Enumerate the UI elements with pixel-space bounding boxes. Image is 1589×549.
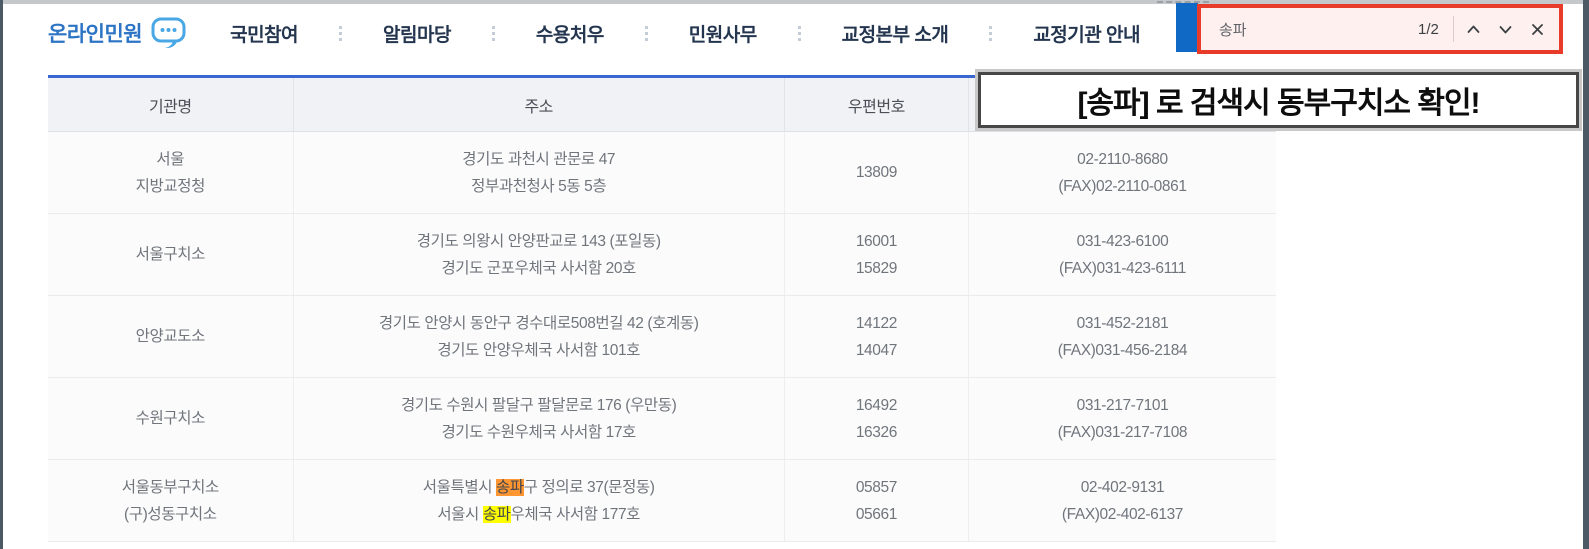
table-row-suwon-detention-center: 수원구치소 경기도 수원시 팔달구 팔달문로 176 (우만동) 경기도 수원우체… bbox=[48, 378, 1276, 460]
window-left-edge bbox=[0, 0, 3, 549]
nav-separator bbox=[989, 25, 993, 41]
phone-numbers: 031-452-2181 (FAX)031-456-2184 bbox=[1057, 314, 1188, 359]
header-address: 주소 bbox=[294, 78, 785, 131]
nav-item-suyong-cheou[interactable]: 수용처우 bbox=[535, 24, 604, 46]
nav-menu: 국민참여 알림마당 수용처우 민원사무 교정본부 소개 교정기관 안내 bbox=[230, 20, 1140, 47]
next-match-button[interactable] bbox=[1489, 11, 1521, 47]
table-row-anyang-prison: 안양교도소 경기도 안양시 동안구 경수대로508번길 42 (호계동) 경기도 … bbox=[48, 296, 1276, 378]
previous-match-button[interactable] bbox=[1458, 11, 1490, 47]
callout-text: [송파] 로 검색시 동부구치소 확인! bbox=[1077, 87, 1480, 120]
nav-separator bbox=[339, 25, 343, 41]
header-postal-code: 우편번호 bbox=[785, 78, 969, 131]
chevron-down-icon bbox=[1498, 22, 1513, 37]
institution-name: 안양교도소 bbox=[48, 296, 294, 377]
institution-name: 서울 지방교정청 bbox=[48, 132, 294, 213]
other-search-match: 송파 bbox=[482, 505, 511, 523]
nav-item-gukmin-chamyeo[interactable]: 국민참여 bbox=[230, 24, 299, 46]
online-minwon-logo[interactable]: 온라인민원 bbox=[48, 16, 188, 50]
phone-numbers: 02-2110-8680 (FAX)02-2110-0861 bbox=[1058, 150, 1187, 195]
institutions-table: 기관명 주소 우편번호 서울 지방교정청 경기도 과천시 관문로 47 정부과천청사… bbox=[48, 75, 1276, 542]
institution-address: 서울특별시 송파구 정의로 37(문정동) 서울시 송파우체국 사서함 177호 bbox=[294, 460, 785, 541]
nav-item-hq-intro[interactable]: 교정본부 소개 bbox=[841, 24, 949, 46]
institution-address: 경기도 과천시 관문로 47 정부과천청사 5동 5층 bbox=[294, 132, 785, 213]
nav-separator bbox=[491, 25, 495, 41]
chevron-up-icon bbox=[1466, 22, 1481, 37]
institution-name: 서울동부구치소 (구)성동구치소 bbox=[48, 460, 294, 541]
postal-codes: 16001 15829 bbox=[785, 214, 969, 295]
match-counter: 1/2 bbox=[1418, 20, 1439, 38]
top-navigation: 온라인민원 국민참여 알림마당 수용처우 민원사무 교정본부 소개 교정기관 안… bbox=[48, 8, 1140, 58]
postal-codes: 05857 05661 bbox=[785, 460, 969, 541]
logo-label: 온라인민원 bbox=[48, 23, 143, 46]
table-row-seoul-dongbu-detention-center: 서울동부구치소 (구)성동구치소 서울특별시 송파구 정의로 37(문정동) 서울… bbox=[48, 460, 1276, 542]
institution-address: 경기도 의왕시 안양판교로 143 (포일동) 경기도 군포우체국 사서함 20호 bbox=[294, 214, 785, 295]
nav-separator bbox=[797, 25, 801, 41]
table-row-seoul-detention-center: 서울구치소 경기도 의왕시 안양판교로 143 (포일동) 경기도 군포우체국 사… bbox=[48, 214, 1276, 296]
institution-name: 서울구치소 bbox=[48, 214, 294, 295]
nav-separator bbox=[644, 25, 648, 41]
phone-numbers: 02-402-9131 (FAX)02-402-6137 bbox=[1061, 478, 1184, 523]
find-bar-divider bbox=[1452, 16, 1454, 42]
header-institution: 기관명 bbox=[48, 78, 294, 131]
blue-button-fragment bbox=[1176, 3, 1198, 52]
close-icon bbox=[1530, 22, 1545, 37]
phone-numbers: 031-217-7101 (FAX)031-217-7108 bbox=[1057, 396, 1188, 441]
window-right-edge bbox=[1583, 0, 1589, 549]
search-tip-callout: [송파] 로 검색시 동부구치소 확인! bbox=[978, 72, 1579, 128]
dashed-marker bbox=[1157, 1, 1209, 3]
table-row-seoul-regional-hq: 서울 지방교정청 경기도 과천시 관문로 47 정부과천청사 5동 5층 13809… bbox=[48, 132, 1276, 214]
nav-item-minwon-samu[interactable]: 민원사무 bbox=[688, 24, 757, 46]
nav-item-allim-madang[interactable]: 알림마당 bbox=[383, 24, 451, 46]
institution-address: 경기도 수원시 팔달구 팔달문로 176 (우만동) 경기도 수원우체국 사서함 … bbox=[294, 378, 785, 459]
chat-bubble-icon bbox=[150, 16, 188, 50]
institution-name: 수원구치소 bbox=[48, 378, 294, 459]
postal-codes: 14122 14047 bbox=[785, 296, 969, 377]
close-find-button[interactable] bbox=[1521, 11, 1553, 47]
find-query-input[interactable] bbox=[1219, 20, 1418, 38]
institution-address: 경기도 안양시 동안구 경수대로508번길 42 (호계동) 경기도 안양우체국 … bbox=[294, 296, 785, 377]
window-top-edge bbox=[0, 0, 1589, 4]
find-in-page-bar: 1/2 bbox=[1197, 4, 1563, 54]
active-search-match: 송파 bbox=[496, 478, 524, 496]
nav-item-agency-guide[interactable]: 교정기관 안내 bbox=[1033, 24, 1140, 46]
phone-numbers: 031-423-6100 (FAX)031-423-6111 bbox=[1058, 232, 1186, 277]
postal-codes: 13809 bbox=[785, 132, 969, 213]
postal-codes: 16492 16326 bbox=[785, 378, 969, 459]
